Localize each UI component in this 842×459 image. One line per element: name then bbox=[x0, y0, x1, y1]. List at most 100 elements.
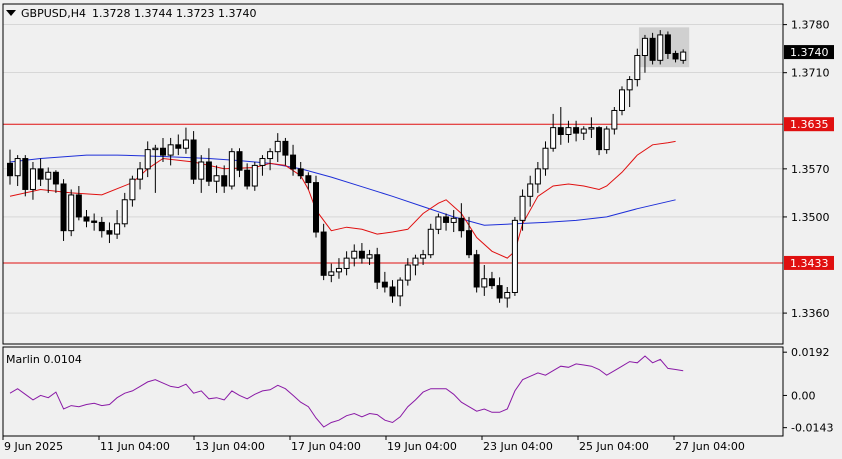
candle-body-bull bbox=[45, 171, 52, 180]
candle bbox=[29, 161, 36, 200]
candle-body-bear bbox=[282, 140, 289, 156]
candle bbox=[466, 216, 472, 259]
candle bbox=[75, 186, 82, 221]
candle bbox=[481, 265, 488, 296]
candle bbox=[37, 158, 44, 187]
level-badge[interactable] bbox=[784, 117, 834, 132]
level-badge-label: 1.3635 bbox=[790, 118, 829, 131]
candle bbox=[427, 223, 434, 259]
candle-body-bull bbox=[634, 55, 641, 81]
candle-body-bull bbox=[114, 223, 121, 235]
candle-body-bull bbox=[450, 217, 457, 223]
candle-body-bull bbox=[343, 257, 350, 269]
candle-body-bull bbox=[542, 147, 549, 170]
x-tick-label: 17 Jun 04:00 bbox=[291, 440, 361, 453]
price-badge bbox=[784, 45, 834, 60]
level-badge[interactable] bbox=[784, 255, 834, 270]
candle-body-bull bbox=[420, 254, 427, 259]
candle bbox=[274, 133, 281, 162]
candle bbox=[488, 271, 495, 290]
candle-body-bull bbox=[626, 79, 633, 91]
candle-body-bull bbox=[129, 178, 136, 201]
candle-body-bear bbox=[7, 162, 13, 177]
candle-body-bull bbox=[14, 158, 21, 177]
candle bbox=[290, 144, 297, 176]
candle bbox=[182, 127, 189, 154]
candle bbox=[98, 216, 105, 238]
candle-body-bear bbox=[305, 175, 312, 184]
horizontal-levels[interactable] bbox=[3, 123, 783, 264]
candle bbox=[351, 244, 358, 267]
candle-body-bear bbox=[496, 285, 503, 299]
candle bbox=[404, 258, 411, 286]
candle-body-bull bbox=[144, 149, 151, 170]
candle-body-bull bbox=[550, 127, 557, 149]
candle-body-bear bbox=[649, 37, 656, 61]
candle bbox=[389, 280, 396, 303]
x-tick-label: 23 Jun 04:00 bbox=[483, 440, 553, 453]
candle-body-bull bbox=[641, 37, 648, 57]
candle bbox=[603, 126, 610, 154]
candle bbox=[14, 155, 21, 187]
ohlc-values: 1.3728 1.3744 1.3723 1.3740 bbox=[92, 7, 256, 20]
candle bbox=[534, 161, 541, 193]
candle-body-bear bbox=[106, 230, 113, 235]
candle-body-bull bbox=[167, 144, 174, 156]
candle-body-bull bbox=[228, 151, 235, 187]
candle bbox=[366, 249, 373, 266]
candle bbox=[106, 222, 113, 244]
x-tick-label: 19 Jun 04:00 bbox=[387, 440, 457, 453]
candle-body-bull bbox=[29, 168, 36, 190]
candle bbox=[267, 148, 274, 171]
candle bbox=[626, 76, 633, 108]
candle bbox=[137, 161, 144, 190]
ind-y-tick-label: 0.00 bbox=[791, 389, 816, 402]
candle-body-bull bbox=[427, 228, 434, 256]
candle bbox=[527, 175, 534, 207]
candle bbox=[152, 144, 159, 193]
candle bbox=[68, 189, 75, 237]
indicator-pane-frame bbox=[2, 346, 784, 437]
candle-body-bull bbox=[603, 128, 610, 151]
dropdown-triangle-icon[interactable] bbox=[6, 10, 16, 16]
candle bbox=[504, 286, 511, 308]
candle bbox=[519, 189, 526, 231]
candle bbox=[397, 277, 404, 307]
candle bbox=[664, 31, 671, 59]
candle bbox=[358, 243, 365, 264]
candle bbox=[60, 179, 67, 241]
candle bbox=[45, 167, 52, 193]
main-pane-frame bbox=[2, 3, 784, 345]
candle bbox=[381, 271, 388, 293]
candle bbox=[573, 120, 580, 142]
grid bbox=[3, 24, 783, 314]
candle bbox=[129, 175, 136, 207]
candle-body-bull bbox=[565, 127, 572, 136]
indicator-label: Marlin 0.0104 bbox=[6, 353, 82, 366]
candle-body-bull bbox=[259, 158, 266, 166]
candle-body-bull bbox=[267, 151, 274, 160]
candle bbox=[328, 263, 335, 283]
candle-body-bear bbox=[160, 147, 166, 156]
x-tick-label: 13 Jun 04:00 bbox=[195, 440, 265, 453]
candle bbox=[22, 155, 29, 197]
candle bbox=[213, 165, 220, 193]
marlin-line bbox=[9, 355, 684, 428]
candle bbox=[175, 134, 182, 156]
candle bbox=[7, 149, 13, 185]
candle-body-bull bbox=[152, 147, 159, 151]
y-tick-label: 1.3710 bbox=[791, 67, 830, 80]
candle bbox=[343, 251, 350, 276]
candle bbox=[420, 249, 427, 266]
candle-body-bull bbox=[404, 264, 411, 281]
candle-body-bull bbox=[274, 140, 281, 153]
candle-body-bull bbox=[182, 139, 189, 149]
candle-body-bull bbox=[504, 291, 511, 299]
candle bbox=[297, 161, 304, 180]
candle-body-bull bbox=[328, 271, 335, 276]
candle-body-bull bbox=[611, 109, 618, 130]
candle bbox=[335, 258, 342, 279]
candle bbox=[259, 155, 266, 176]
candle bbox=[228, 148, 235, 190]
y-tick-label: 1.3500 bbox=[791, 211, 830, 224]
